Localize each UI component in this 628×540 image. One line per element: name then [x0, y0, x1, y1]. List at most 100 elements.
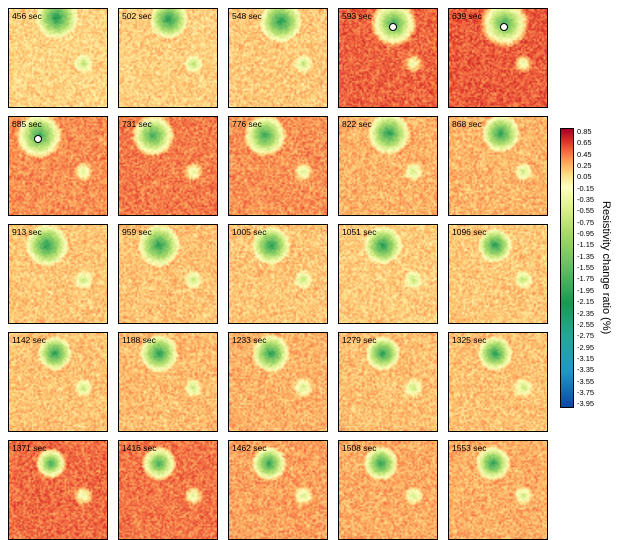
colorbar-tick: -1.75: [577, 275, 594, 283]
heatmap-panel: 1508 sec: [338, 440, 438, 540]
heatmap-canvas: [9, 225, 107, 323]
colorbar-tick: 0.45: [577, 151, 594, 159]
heatmap-canvas: [119, 333, 217, 431]
colorbar-tick: -1.15: [577, 241, 594, 249]
panel-time-label: 502 sec: [122, 11, 152, 21]
colorbar-tick: -1.95: [577, 287, 594, 295]
panel-time-label: 1142 sec: [12, 335, 46, 345]
colorbar-tick: -3.95: [577, 400, 594, 408]
colorbar-tick: -1.55: [577, 264, 594, 272]
heatmap-canvas: [229, 333, 327, 431]
heatmap-panel: 1553 sec: [448, 440, 548, 540]
colorbar-tick: -0.55: [577, 207, 594, 215]
heatmap-panel: 1096 sec: [448, 224, 548, 324]
panel-time-label: 913 sec: [12, 227, 42, 237]
marker-icon: [389, 23, 397, 31]
panel-time-label: 1508 sec: [342, 443, 377, 453]
panel-time-label: 548 sec: [232, 11, 262, 21]
colorbar-tick: -0.75: [577, 219, 594, 227]
heatmap-panel: 593 sec: [338, 8, 438, 108]
heatmap-canvas: [339, 333, 437, 431]
colorbar-tick: -2.35: [577, 310, 594, 318]
heatmap-panel: 1188 sec: [118, 332, 218, 432]
colorbar-tick: -2.15: [577, 298, 594, 306]
colorbar-tick: -3.55: [577, 378, 594, 386]
colorbar-tick: 0.65: [577, 139, 594, 147]
heatmap-canvas: [339, 441, 437, 539]
colorbar-tick: 0.85: [577, 128, 594, 136]
heatmap-canvas: [449, 441, 547, 539]
heatmap-canvas: [449, 9, 547, 107]
panel-time-label: 822 sec: [342, 119, 372, 129]
panel-time-label: 1051 sec: [342, 227, 377, 237]
panel-time-label: 1005 sec: [232, 227, 267, 237]
heatmap-panel: 685 sec: [8, 116, 108, 216]
heatmap-canvas: [119, 117, 217, 215]
panel-time-label: 1188 sec: [122, 335, 156, 345]
heatmap-canvas: [229, 9, 327, 107]
heatmap-panel: 1325 sec: [448, 332, 548, 432]
colorbar-tick: -3.15: [577, 355, 594, 363]
colorbar-tick: -2.55: [577, 321, 594, 329]
colorbar-tick: -0.15: [577, 185, 594, 193]
colorbar-tick: -0.35: [577, 196, 594, 204]
heatmap-canvas: [449, 333, 547, 431]
heatmap-panel: 1462 sec: [228, 440, 328, 540]
marker-icon: [34, 135, 42, 143]
heatmap-panel: 548 sec: [228, 8, 328, 108]
colorbar-tick-labels: 0.85 0.65 0.45 0.25 0.05 -0.15 -0.35 -0.55 -0.75…: [577, 128, 594, 408]
panel-time-label: 1325 sec: [452, 335, 487, 345]
heatmap-canvas: [119, 441, 217, 539]
panel-time-label: 1096 sec: [452, 227, 487, 237]
heatmap-canvas: [339, 117, 437, 215]
panel-time-label: 639 sec: [452, 11, 482, 21]
heatmap-panel: 868 sec: [448, 116, 548, 216]
panel-time-label: 731 sec: [122, 119, 152, 129]
colorbar: [560, 128, 574, 408]
resistivity-heatmap-figure: 456 sec502 sec548 sec593 sec639 sec685 s…: [8, 8, 620, 540]
panel-time-label: 593 sec: [342, 11, 372, 21]
heatmap-panel: 1233 sec: [228, 332, 328, 432]
colorbar-tick: 0.05: [577, 173, 594, 181]
colorbar-tick: -3.35: [577, 366, 594, 374]
heatmap-panel: 1279 sec: [338, 332, 438, 432]
heatmap-panel: 502 sec: [118, 8, 218, 108]
heatmap-panel: 913 sec: [8, 224, 108, 324]
panel-time-label: 1553 sec: [452, 443, 487, 453]
colorbar-tick: -3.75: [577, 389, 594, 397]
heatmap-canvas: [119, 9, 217, 107]
heatmap-panel: 1416 sec: [118, 440, 218, 540]
heatmap-panel: 1005 sec: [228, 224, 328, 324]
panel-time-label: 1233 sec: [232, 335, 267, 345]
heatmap-panel: 822 sec: [338, 116, 438, 216]
colorbar-tick: -1.35: [577, 253, 594, 261]
heatmap-canvas: [229, 225, 327, 323]
panel-time-label: 1371 sec: [12, 443, 47, 453]
colorbar-tick: -2.95: [577, 344, 594, 352]
panel-time-label: 1462 sec: [232, 443, 267, 453]
heatmap-canvas: [229, 441, 327, 539]
marker-icon: [500, 23, 508, 31]
colorbar-tick: 0.25: [577, 162, 594, 170]
heatmap-canvas: [9, 441, 107, 539]
panel-time-label: 959 sec: [122, 227, 152, 237]
heatmap-panel: 1371 sec: [8, 440, 108, 540]
heatmap-canvas: [339, 225, 437, 323]
panel-time-label: 776 sec: [232, 119, 262, 129]
heatmap-panel: 776 sec: [228, 116, 328, 216]
panel-time-label: 1279 sec: [342, 335, 377, 345]
heatmap-canvas: [9, 117, 107, 215]
heatmap-canvas: [9, 333, 107, 431]
colorbar-tick: -0.95: [577, 230, 594, 238]
heatmap-panel: 1142 sec: [8, 332, 108, 432]
heatmap-canvas: [119, 225, 217, 323]
panel-time-label: 1416 sec: [122, 443, 157, 453]
heatmap-canvas: [449, 225, 547, 323]
panel-grid: 456 sec502 sec548 sec593 sec639 sec685 s…: [8, 8, 548, 540]
colorbar-container: 0.85 0.65 0.45 0.25 0.05 -0.15 -0.35 -0.55 -0.75…: [560, 128, 612, 408]
heatmap-panel: 639 sec: [448, 8, 548, 108]
colorbar-title: Resistivity change ratio (%): [600, 201, 612, 334]
heatmap-canvas: [9, 9, 107, 107]
heatmap-canvas: [229, 117, 327, 215]
panel-time-label: 868 sec: [452, 119, 482, 129]
